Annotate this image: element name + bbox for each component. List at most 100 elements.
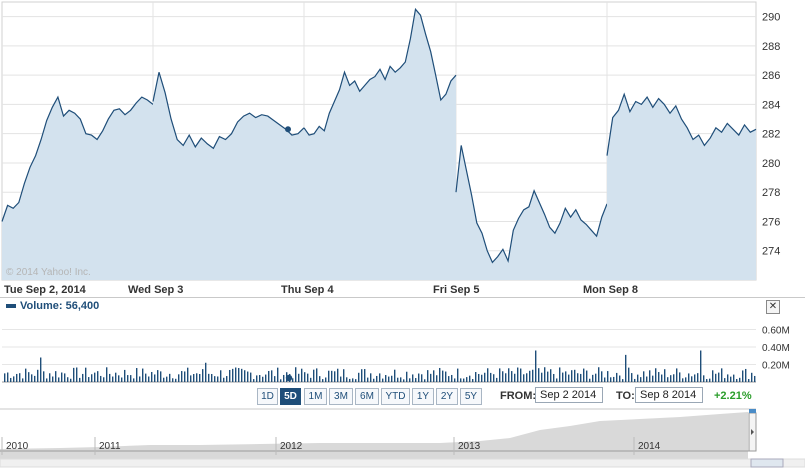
price-area-fill: [607, 94, 756, 280]
volume-bar: [535, 350, 537, 382]
volume-bar: [526, 373, 528, 382]
volume-bar: [496, 377, 498, 382]
volume-bar: [22, 378, 24, 382]
close-volume-icon[interactable]: ✕: [766, 300, 780, 314]
volume-bar: [361, 369, 363, 382]
volume-bar: [418, 373, 420, 382]
volume-bar: [742, 370, 744, 382]
range-button-5d[interactable]: 5D: [280, 388, 301, 405]
volume-bar: [292, 378, 294, 382]
navigator-area: [0, 412, 748, 463]
volume-bar: [64, 373, 66, 382]
volume-bar: [67, 377, 69, 382]
volume-bar: [547, 371, 549, 382]
volume-bar: [664, 369, 666, 382]
volume-bar: [610, 377, 612, 382]
range-button-3m[interactable]: 3M: [329, 388, 353, 405]
volume-bar: [19, 373, 21, 382]
volume-bar: [187, 367, 189, 382]
price-area-fill: [153, 72, 304, 280]
volume-bar: [250, 372, 252, 382]
volume-bar: [388, 376, 390, 382]
timeline-navigator[interactable]: 2010 2011 2012 2013 2014: [0, 407, 805, 471]
volume-bar: [475, 372, 477, 382]
volume-bar: [31, 374, 33, 382]
volume-bar: [382, 378, 384, 382]
price-area-fill: [2, 97, 153, 280]
volume-bar: [76, 367, 78, 382]
volume-bar: [460, 378, 462, 382]
volume-bar: [736, 378, 738, 382]
volume-bar: [244, 370, 246, 382]
to-date-input[interactable]: [635, 387, 703, 403]
volume-bar: [55, 371, 57, 382]
volume-bar: [613, 376, 615, 382]
volume-bar: [502, 371, 504, 382]
volume-bar: [379, 373, 381, 382]
volume-bar: [238, 368, 240, 382]
volume-bar: [514, 373, 516, 382]
price-area-fill: [304, 9, 456, 281]
navigator-handle-arrow-icon: [751, 429, 754, 435]
volume-bar: [103, 377, 105, 382]
price-area-fill: [456, 145, 607, 280]
range-button-6m[interactable]: 6M: [355, 388, 379, 405]
volume-bar: [367, 377, 369, 382]
y-tick-label: 280: [762, 158, 780, 170]
volume-bar: [751, 372, 753, 382]
volume-marker: [285, 374, 293, 382]
price-chart[interactable]: 290 288 286 284 282 280 278 276 274 Tue Sep 2, 20…: [0, 0, 805, 300]
range-button-1y[interactable]: 1Y: [412, 388, 434, 405]
volume-bar: [445, 371, 447, 382]
volume-bar: [172, 378, 174, 382]
y-tick-label: 284: [762, 99, 780, 111]
volume-bar: [28, 372, 30, 382]
range-button-5y[interactable]: 5Y: [460, 388, 482, 405]
volume-bar: [82, 373, 84, 382]
volume-bar: [25, 368, 27, 382]
volume-bar: [520, 368, 522, 382]
volume-bar: [298, 373, 300, 382]
volume-bar: [700, 350, 702, 382]
volume-bar: [583, 368, 585, 382]
volume-bar: [718, 372, 720, 382]
volume-bar: [592, 374, 594, 382]
volume-bar: [415, 378, 417, 382]
volume-bar: [202, 369, 204, 382]
price-line: [303, 7, 457, 136]
from-date-input[interactable]: [535, 387, 603, 403]
range-button-2y[interactable]: 2Y: [436, 388, 458, 405]
x-tick-label: Mon Sep 8: [583, 284, 638, 296]
volume-bar: [748, 379, 750, 382]
volume-bar: [196, 373, 198, 382]
volume-bar: [34, 375, 36, 382]
range-button-1m[interactable]: 1M: [304, 388, 327, 405]
copyright-text: © 2014 Yahoo! Inc.: [6, 267, 91, 278]
volume-bar: [319, 376, 321, 382]
volume-bar: [622, 379, 624, 382]
volume-bar: [706, 379, 708, 382]
volume-bar: [691, 376, 693, 382]
volume-bar: [223, 377, 225, 382]
volume-bar: [310, 377, 312, 382]
range-button-1d[interactable]: 1D: [257, 388, 278, 405]
volume-bar: [550, 369, 552, 382]
range-button-ytd[interactable]: YTD: [381, 388, 410, 405]
volume-bar: [457, 368, 459, 382]
volume-bar: [229, 369, 231, 382]
volume-bar: [517, 367, 519, 382]
volume-bar: [586, 370, 588, 382]
volume-bar: [220, 370, 222, 382]
volume-bar: [271, 370, 273, 382]
volume-bar: [397, 377, 399, 382]
volume-chart[interactable]: 0.60M 0.40M 0.20M: [0, 310, 805, 386]
volume-bar: [625, 354, 627, 382]
volume-bar: [403, 379, 405, 382]
volume-bar: [154, 374, 156, 382]
volume-bar: [199, 373, 201, 382]
volume-bar: [7, 372, 9, 382]
volume-bar: [634, 378, 636, 382]
volume-bar: [175, 378, 177, 382]
volume-bar: [112, 376, 114, 382]
volume-bar: [151, 371, 153, 382]
